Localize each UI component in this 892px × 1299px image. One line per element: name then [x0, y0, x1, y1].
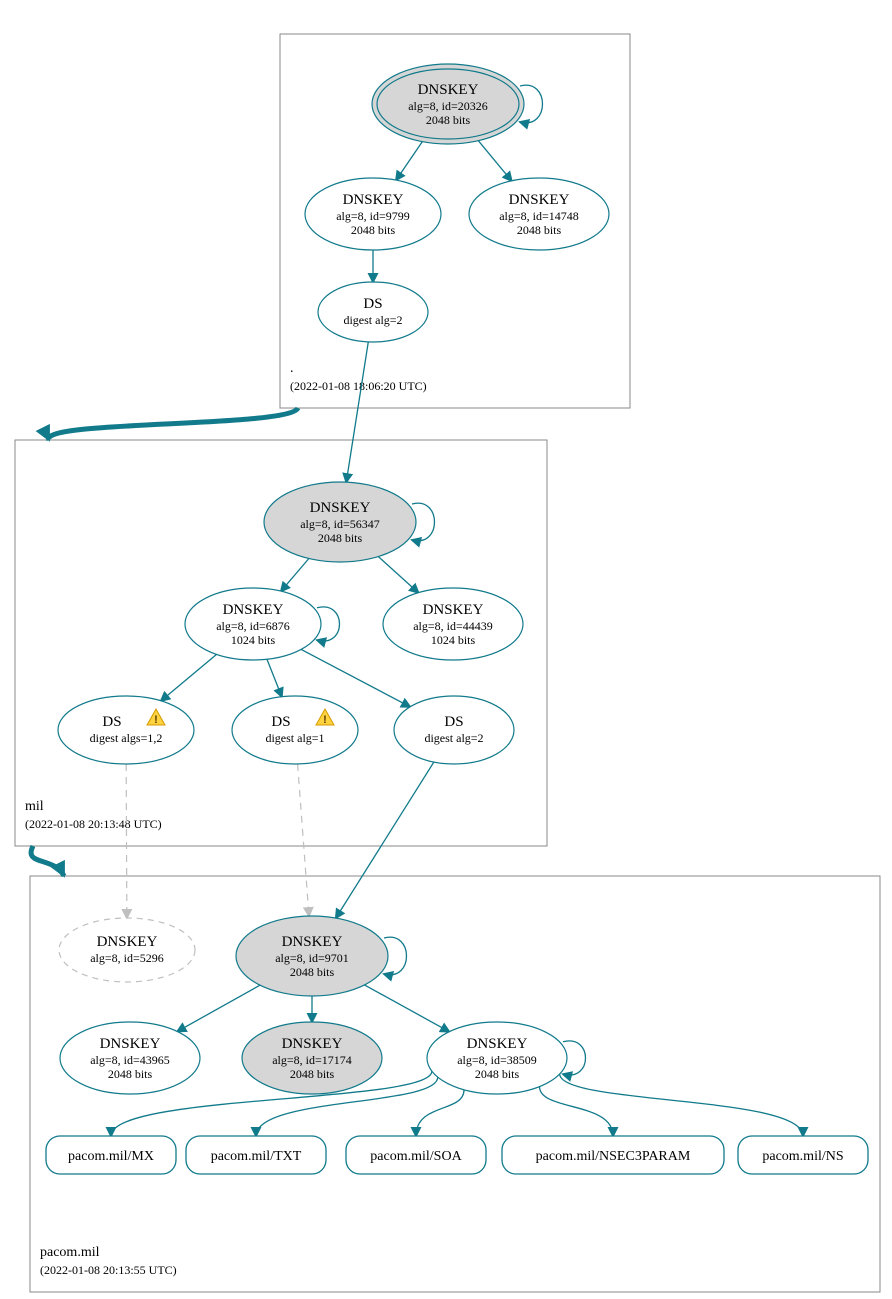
svg-text:DNSKEY: DNSKEY [423, 602, 484, 618]
svg-text:DNSKEY: DNSKEY [223, 602, 284, 618]
svg-text:(2022-01-08 18:06:20 UTC): (2022-01-08 18:06:20 UTC) [290, 379, 427, 393]
node-mil_ds3: DSdigest alg=2 [394, 696, 514, 764]
svg-text:2048 bits: 2048 bits [318, 531, 363, 545]
node-mil_ksk: DNSKEYalg=8, id=563472048 bits [264, 482, 416, 562]
svg-text:alg=8, id=43965: alg=8, id=43965 [90, 1053, 170, 1067]
node-mil_d2: DNSKEYalg=8, id=444391024 bits [383, 588, 523, 660]
svg-text:alg=8, id=6876: alg=8, id=6876 [216, 619, 290, 633]
svg-text:alg=8, id=14748: alg=8, id=14748 [499, 209, 579, 223]
svg-text:DNSKEY: DNSKEY [282, 934, 343, 950]
svg-text:2048 bits: 2048 bits [108, 1067, 153, 1081]
edge [346, 342, 368, 482]
svg-text:2048 bits: 2048 bits [290, 1067, 335, 1081]
svg-text:DNSKEY: DNSKEY [467, 1036, 528, 1052]
svg-text:digest alg=1: digest alg=1 [265, 731, 324, 745]
rr_np: pacom.mil/NSEC3PARAM [502, 1136, 724, 1174]
svg-text:DNSKEY: DNSKEY [418, 82, 479, 98]
node-p_ksk: DNSKEYalg=8, id=97012048 bits [236, 916, 388, 996]
rr_mx: pacom.mil/MX [46, 1136, 176, 1174]
svg-text:2048 bits: 2048 bits [517, 223, 562, 237]
svg-text:2048 bits: 2048 bits [290, 965, 335, 979]
node-root_ksk: DNSKEYalg=8, id=203262048 bits [372, 64, 524, 144]
svg-text:2048 bits: 2048 bits [475, 1067, 520, 1081]
svg-text:digest algs=1,2: digest algs=1,2 [90, 731, 163, 745]
svg-text:alg=8, id=5296: alg=8, id=5296 [90, 951, 164, 965]
svg-text:digest alg=2: digest alg=2 [424, 731, 483, 745]
svg-text:DNSKEY: DNSKEY [310, 500, 371, 516]
edge [540, 1087, 613, 1136]
zone-link [31, 846, 64, 876]
node-p_d3: DNSKEYalg=8, id=385092048 bits [427, 1022, 567, 1094]
svg-text:.: . [290, 361, 294, 376]
edge [281, 558, 309, 591]
svg-text:DNSKEY: DNSKEY [100, 1036, 161, 1052]
edge [416, 1090, 464, 1136]
edge [396, 142, 422, 180]
svg-text:DS: DS [363, 296, 382, 312]
node-mil_ds1: DSdigest algs=1,2! [58, 696, 194, 764]
dnssec-graph: . (2022-01-08 18:06:20 UTC) mil (2022-01-08… [0, 0, 892, 1299]
svg-text:(2022-01-08 20:13:55 UTC): (2022-01-08 20:13:55 UTC) [40, 1263, 177, 1277]
svg-text:DS: DS [444, 714, 463, 730]
svg-text:mil: mil [25, 799, 44, 814]
svg-text:DS: DS [271, 714, 290, 730]
node-p_d2: DNSKEYalg=8, id=171742048 bits [242, 1022, 382, 1094]
svg-text:DNSKEY: DNSKEY [343, 192, 404, 208]
node-root_d1: DNSKEYalg=8, id=97992048 bits [305, 178, 441, 250]
edge [177, 985, 260, 1031]
node-p_ghost: DNSKEYalg=8, id=5296 [59, 918, 195, 982]
node-root_d2: DNSKEYalg=8, id=147482048 bits [469, 178, 609, 250]
node-root_ds: DSdigest alg=2 [318, 282, 428, 342]
svg-text:alg=8, id=9701: alg=8, id=9701 [275, 951, 349, 965]
svg-text:DS: DS [102, 714, 121, 730]
edge [560, 1074, 803, 1136]
node-mil_ds2: DSdigest alg=1! [232, 696, 358, 764]
svg-text:!: ! [154, 714, 158, 726]
edge [126, 764, 127, 918]
svg-text:2048 bits: 2048 bits [351, 223, 396, 237]
svg-text:DNSKEY: DNSKEY [282, 1036, 343, 1052]
node-p_d1: DNSKEYalg=8, id=439652048 bits [60, 1022, 200, 1094]
svg-text:pacom.mil/TXT: pacom.mil/TXT [211, 1149, 302, 1164]
rr_txt: pacom.mil/TXT [186, 1136, 326, 1174]
edge [478, 141, 511, 181]
svg-text:2048 bits: 2048 bits [426, 113, 471, 127]
svg-text:pacom.mil/MX: pacom.mil/MX [68, 1149, 154, 1164]
rr_ns: pacom.mil/NS [738, 1136, 868, 1174]
svg-text:DNSKEY: DNSKEY [509, 192, 570, 208]
svg-text:alg=8, id=9799: alg=8, id=9799 [336, 209, 410, 223]
svg-text:alg=8, id=44439: alg=8, id=44439 [413, 619, 493, 633]
svg-text:alg=8, id=20326: alg=8, id=20326 [408, 99, 488, 113]
svg-text:pacom.mil: pacom.mil [40, 1245, 100, 1260]
svg-text:1024 bits: 1024 bits [431, 633, 476, 647]
svg-text:1024 bits: 1024 bits [231, 633, 276, 647]
svg-text:!: ! [323, 714, 327, 726]
svg-text:pacom.mil/NS: pacom.mil/NS [762, 1149, 843, 1164]
svg-text:alg=8, id=17174: alg=8, id=17174 [272, 1053, 352, 1067]
node-mil_d1: DNSKEYalg=8, id=68761024 bits [185, 588, 321, 660]
svg-text:DNSKEY: DNSKEY [97, 934, 158, 950]
edge [161, 654, 217, 700]
svg-text:pacom.mil/NSEC3PARAM: pacom.mil/NSEC3PARAM [536, 1149, 691, 1164]
edge [378, 557, 418, 593]
svg-text:alg=8, id=38509: alg=8, id=38509 [457, 1053, 537, 1067]
svg-text:alg=8, id=56347: alg=8, id=56347 [300, 517, 380, 531]
edge [364, 985, 449, 1032]
rr_soa: pacom.mil/SOA [346, 1136, 486, 1174]
svg-text:(2022-01-08 20:13:48 UTC): (2022-01-08 20:13:48 UTC) [25, 817, 162, 831]
svg-text:digest alg=2: digest alg=2 [343, 313, 402, 327]
edge [267, 659, 282, 697]
edge [298, 764, 309, 916]
zone-link [49, 408, 298, 440]
svg-text:pacom.mil/SOA: pacom.mil/SOA [370, 1149, 462, 1164]
edge [336, 762, 434, 918]
